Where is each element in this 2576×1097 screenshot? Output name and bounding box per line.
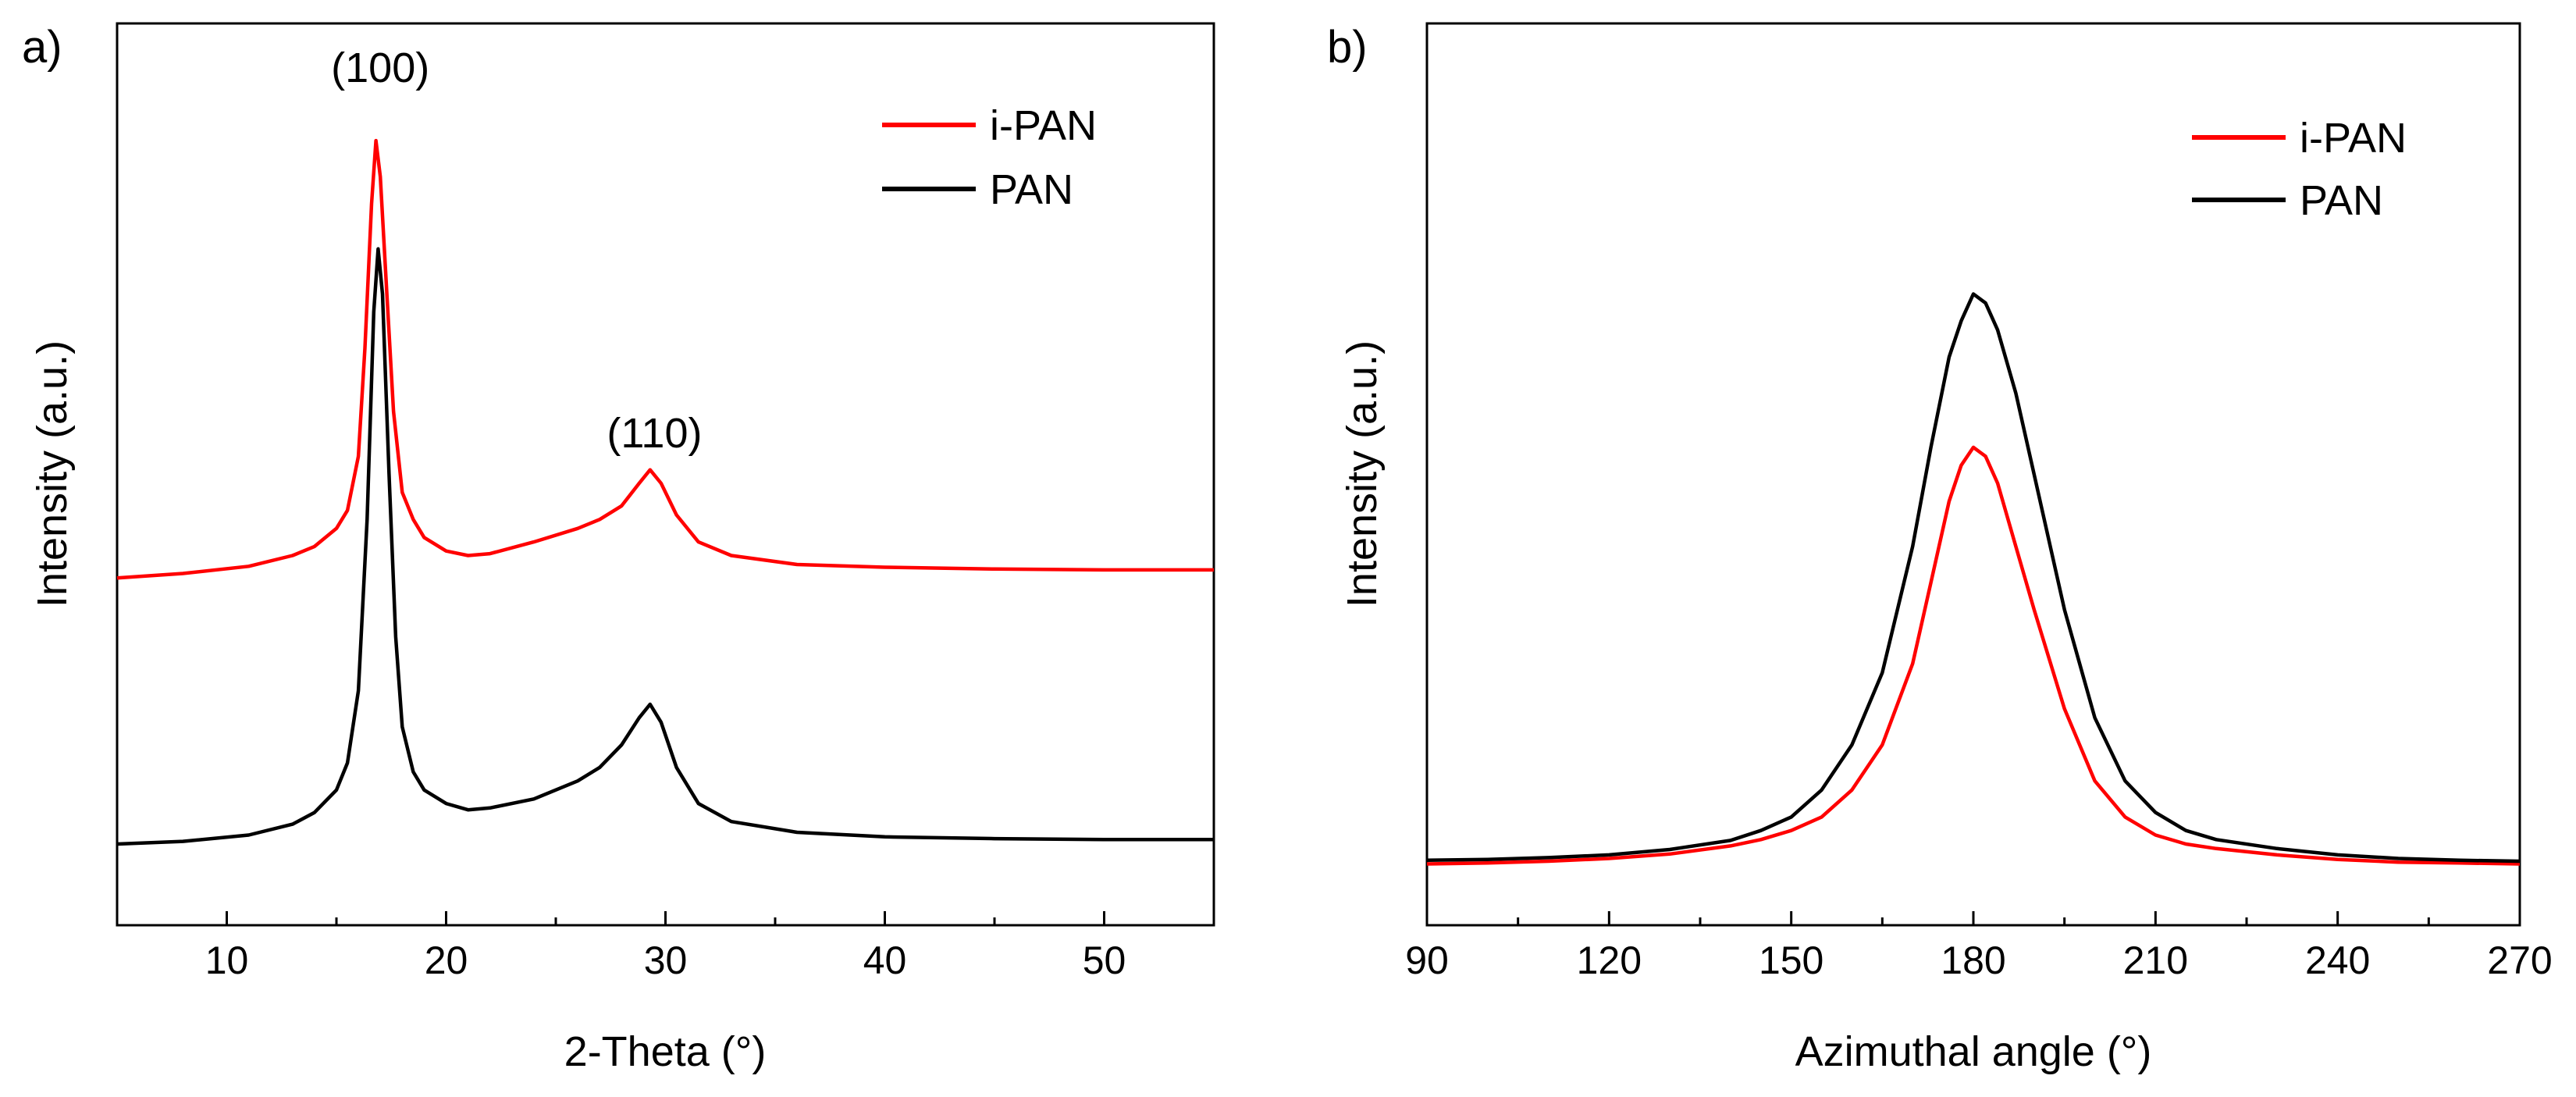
panel-a-legend: i-PAN PAN (882, 102, 1097, 213)
x-tick-label: 20 (425, 939, 468, 982)
series-line-pan (116, 247, 1214, 846)
x-tick-label: 150 (1759, 939, 1823, 982)
peak-annotation: (110) (607, 410, 702, 457)
panel-b-letter: b) (1327, 22, 1368, 73)
legend-label-pan: PAN (2300, 177, 2383, 224)
panel-b-x-axis-title: Azimuthal angle (°) (1795, 1028, 2152, 1075)
x-tick-label: 240 (2305, 939, 2370, 982)
panel-a-y-axis-title: Intensity (a.u.) (29, 340, 76, 607)
legend-label-pan: PAN (990, 166, 1073, 213)
x-tick-label: 180 (1941, 939, 2005, 982)
panel-b-x-ticks: 90 120 150 180 210 240 270 (1405, 911, 2553, 982)
panel-a-letter: a) (22, 22, 62, 73)
series-line-i-pan (1426, 445, 2521, 866)
x-tick-label: 270 (2487, 939, 2552, 982)
legend-label-i-pan: i-PAN (990, 102, 1097, 149)
panel-a-x-ticks: 10 20 30 40 50 (205, 911, 1126, 982)
panel-a-plot-frame (116, 22, 1215, 927)
panel-a-series (116, 138, 1214, 846)
panel-b: b) 90 120 150 180 210 240 270 Azimuthal angle … (1327, 22, 2553, 1075)
panel-b-series (1426, 292, 2521, 866)
panel-b-legend: i-PAN PAN (2192, 115, 2407, 224)
panel-b-y-axis-title: Intensity (a.u.) (1339, 340, 1386, 607)
panel-a-annotations: (100) (110) (331, 45, 702, 457)
x-tick-label: 210 (2123, 939, 2188, 982)
legend-label-i-pan: i-PAN (2300, 115, 2407, 162)
x-tick-label: 40 (863, 939, 907, 982)
peak-annotation: (100) (331, 45, 429, 91)
x-tick-label: 90 (1405, 939, 1449, 982)
panel-a: a) 10 20 30 40 50 (100) (110) 2-Theta (°) Int… (22, 22, 1215, 1075)
x-tick-label: 10 (205, 939, 249, 982)
x-tick-label: 120 (1577, 939, 1642, 982)
x-tick-label: 30 (644, 939, 688, 982)
series-line-pan (1426, 292, 2521, 864)
series-line-i-pan (116, 138, 1214, 580)
panel-a-x-axis-title: 2-Theta (°) (564, 1028, 767, 1075)
x-tick-label: 50 (1083, 939, 1126, 982)
